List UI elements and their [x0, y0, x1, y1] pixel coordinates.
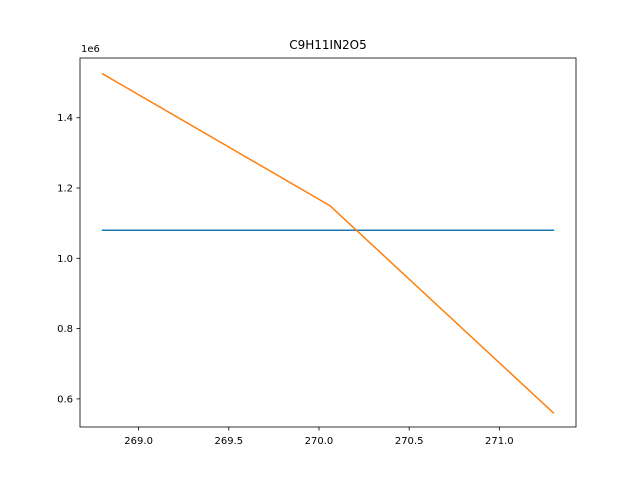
x-tick-label: 270.0: [305, 436, 334, 447]
y-tick-label: 1.0: [57, 254, 73, 265]
y-tick-label: 0.8: [57, 324, 73, 335]
y-axis-ticks: 0.6 0.8 1.0 1.2 1.4: [57, 113, 80, 405]
y-tick-label: 0.6: [57, 394, 73, 405]
series-line-2: [101, 72, 555, 414]
x-tick-label: 269.5: [214, 436, 243, 447]
y-tick-label: 1.4: [57, 113, 73, 124]
y-offset-label: 1e6: [81, 44, 100, 55]
series-layer: [101, 72, 555, 414]
x-tick-label: 270.5: [395, 436, 424, 447]
chart-title: C9H11IN2O5: [289, 38, 367, 52]
plot-frame: [79, 57, 577, 428]
y-tick-label: 1.2: [57, 184, 73, 195]
x-tick-label: 271.0: [485, 436, 514, 447]
x-tick-label: 269.0: [124, 436, 153, 447]
x-axis-ticks: 269.0 269.5 270.0 270.5 271.0: [124, 427, 514, 447]
